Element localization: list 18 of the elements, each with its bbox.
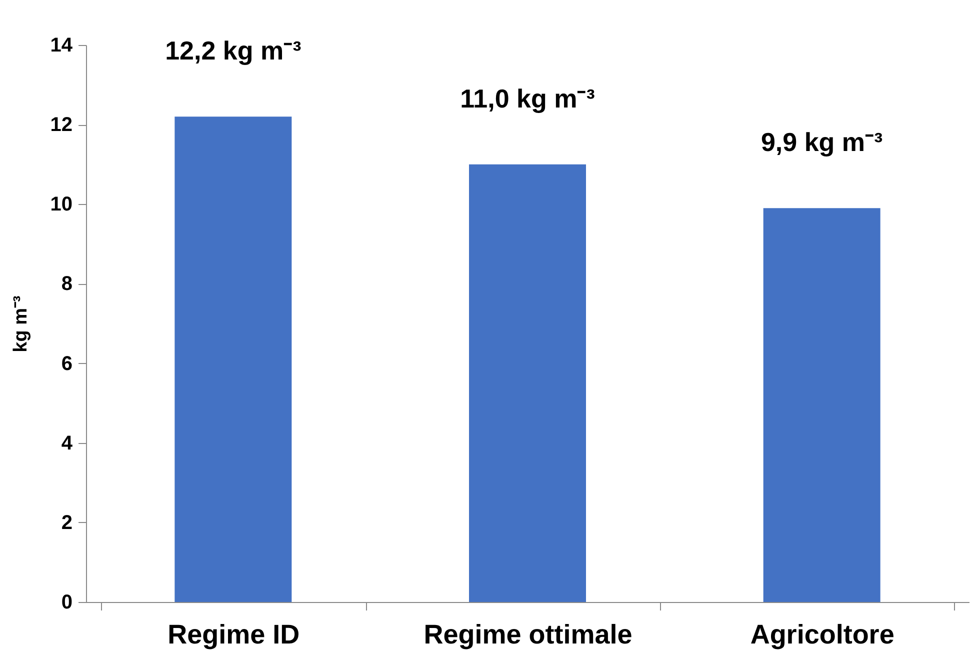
data-label: 12,2 kg m⁻³: [165, 36, 302, 66]
bar: [763, 208, 880, 602]
y-tick-label: 6: [61, 352, 72, 375]
bar: [469, 164, 586, 602]
bar: [174, 116, 292, 602]
data-label: 11,0 kg m⁻³: [460, 83, 596, 114]
x-tick-label: Regime ID: [168, 620, 300, 650]
y-tick-label: 10: [50, 194, 72, 216]
data-label: 9,9 kg m⁻³: [760, 127, 884, 158]
y-tick-label: 12: [50, 114, 72, 136]
y-tick-label: 8: [61, 273, 72, 296]
x-tick-label: Agricoltore: [750, 620, 894, 650]
y-tick-label: 4: [61, 432, 74, 454]
y-axis-title: kg m⁻³: [10, 296, 32, 352]
y-tick-label: 0: [61, 592, 72, 614]
y-tick-label: 14: [50, 34, 74, 56]
y-tick-label: 2: [61, 512, 72, 534]
x-tick-label: Regime ottimale: [424, 620, 632, 650]
